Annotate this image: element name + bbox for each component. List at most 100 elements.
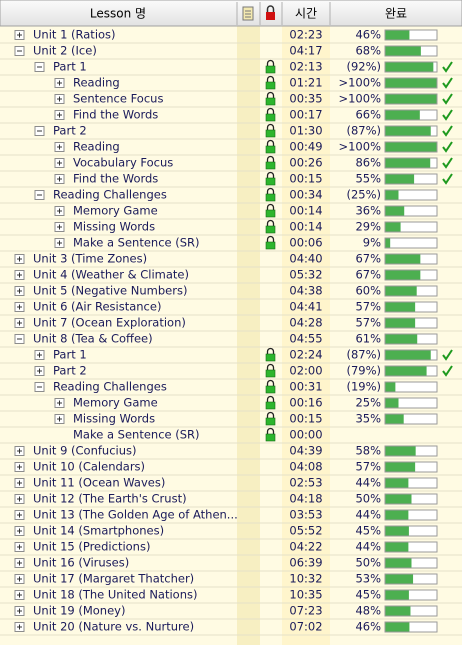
expander[interactable] [54,398,65,408]
header-done[interactable]: 완료 [385,7,407,21]
progress-bar [385,510,409,520]
expander[interactable] [14,446,25,456]
expander[interactable] [14,302,25,312]
expander[interactable] [14,622,25,632]
progress-track [384,509,438,521]
lesson-label: Make a Sentence (SR) [73,236,200,250]
expander[interactable] [14,462,25,472]
tree-row[interactable]: Memory Game 00:16 25% [0,396,462,412]
check-mark [442,157,453,169]
expander[interactable] [34,382,45,392]
header-lesson[interactable]: Lesson 명 [90,7,146,21]
tree-row[interactable]: Make a Sentence (SR) 00:06 9% [0,236,462,252]
expander[interactable] [54,78,65,88]
expander[interactable] [34,62,45,72]
tree-row[interactable]: Unit 20 (Nature vs. Nurture) 07:02 46% [0,620,462,636]
tree-row[interactable]: Reading Challenges 00:31 (19%) [0,380,462,396]
tree-row[interactable]: Vocabulary Focus 00:26 86% [0,156,462,172]
tree-row[interactable]: Unit 8 (Tea & Coffee) 04:55 61% [0,332,462,348]
tree-row[interactable]: Reading 00:49 >100% [0,140,462,156]
header-dividers [236,2,331,25]
expander[interactable] [14,494,25,504]
tree-row[interactable]: Find the Words 00:17 66% [0,108,462,124]
tree-row[interactable]: Unit 3 (Time Zones) 04:40 67% [0,252,462,268]
completion-text: 44% [355,476,381,490]
tree-row[interactable]: Unit 10 (Calendars) 04:08 57% [0,460,462,476]
expander[interactable] [14,558,25,568]
tree-row[interactable]: Unit 1 (Ratios) 02:23 46% [0,28,462,44]
tree-row[interactable]: Unit 4 (Weather & Climate) 05:32 67% [0,268,462,284]
expander[interactable] [14,590,25,600]
expander[interactable] [14,334,25,344]
expander[interactable] [14,542,25,552]
expander[interactable] [14,574,25,584]
expander[interactable] [34,350,45,360]
tree-row[interactable]: Unit 16 (Viruses) 06:39 50% [0,556,462,572]
expander[interactable] [54,174,65,184]
expander[interactable] [54,206,65,216]
expander[interactable] [54,238,65,248]
expander[interactable] [14,318,25,328]
tree-row[interactable]: Reading 01:21 >100% [0,76,462,92]
lock-header-icon [266,5,275,20]
tree-row[interactable]: Unit 7 (Ocean Exploration) 04:28 57% [0,316,462,332]
progress-bar [385,30,410,40]
tree-row[interactable]: Memory Game 00:14 36% [0,204,462,220]
expander[interactable] [14,478,25,488]
tree-row[interactable]: Find the Words 00:15 55% [0,172,462,188]
tree-row[interactable]: Missing Words 00:15 35% [0,412,462,428]
tree-row[interactable]: Unit 5 (Negative Numbers) 04:38 60% [0,284,462,300]
tree-row[interactable]: Unit 18 (The United Nations) 10:35 45% [0,588,462,604]
expander[interactable] [54,142,65,152]
expander[interactable] [34,126,45,136]
progress-bar [385,62,434,72]
tree-row[interactable]: Reading Challenges 00:34 (25%) [0,188,462,204]
tree-row[interactable]: Unit 12 (The Earth's Crust) 04:18 50% [0,492,462,508]
completion-text: 58% [355,444,381,458]
expander[interactable] [54,94,65,104]
tree-row[interactable]: Part 2 02:00 (79%) [0,364,462,380]
expander[interactable] [54,110,65,120]
expander[interactable] [34,190,45,200]
tree-row[interactable]: Unit 14 (Smartphones) 05:52 45% [0,524,462,540]
expander[interactable] [14,286,25,296]
lesson-label: Find the Words [73,172,158,186]
header-time[interactable]: 시간 [295,7,317,21]
time: 00:15 [289,412,322,426]
completion-text: 46% [355,28,381,42]
tree-row[interactable]: Unit 9 (Confucius) 04:39 58% [0,444,462,460]
expander[interactable] [54,158,65,168]
tree-row[interactable]: Unit 19 (Money) 07:23 48% [0,604,462,620]
lesson-label: Unit 7 (Ocean Exploration) [33,316,186,330]
tree-row[interactable]: Unit 17 (Margaret Thatcher) 10:32 53% [0,572,462,588]
progress-track [384,589,438,601]
expander[interactable] [14,30,25,40]
tree-row[interactable]: Part 1 02:13 (92%) [0,60,462,76]
time: 00:35 [289,92,322,106]
progress-bar [385,94,437,104]
expander[interactable] [14,526,25,536]
time: 02:13 [289,60,322,74]
expander[interactable] [14,270,25,280]
tree-row[interactable]: Unit 6 (Air Resistance) 04:41 57% [0,300,462,316]
tree-row[interactable]: Unit 2 (Ice) 04:17 68% [0,44,462,60]
expander[interactable] [14,46,25,56]
tree-row[interactable]: Unit 11 (Ocean Waves) 02:53 44% [0,476,462,492]
completion-text: 44% [355,508,381,522]
lock-body [265,225,276,234]
tree-row[interactable]: Make a Sentence (SR) 00:00 [0,428,462,444]
tree-row[interactable]: Part 2 01:30 (87%) [0,124,462,140]
expander[interactable] [54,414,65,424]
progress-bar [385,478,409,488]
expander[interactable] [14,254,25,264]
lock-body [265,161,276,170]
expander[interactable] [14,510,25,520]
tree-row[interactable]: Unit 15 (Predictions) 04:22 44% [0,540,462,556]
tree-row[interactable]: Unit 13 (The Golden Age of Athen... 03:53… [0,508,462,524]
expander[interactable] [34,366,45,376]
tree-row[interactable]: Sentence Focus 00:35 >100% [0,92,462,108]
expander[interactable] [14,606,25,616]
tree-row[interactable]: Part 1 02:24 (87%) [0,348,462,364]
expander[interactable] [54,222,65,232]
tree-row[interactable]: Missing Words 00:14 29% [0,220,462,236]
